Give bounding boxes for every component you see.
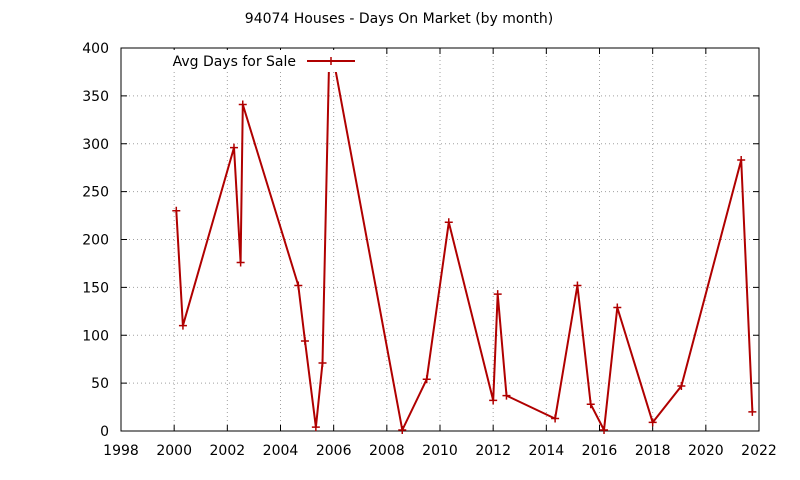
- y-axis-tick-labels: 0 50 100 150 200 250 300 350 400: [82, 41, 109, 440]
- y-tick-label: 0: [100, 424, 109, 440]
- data-point-marker: [398, 426, 407, 435]
- data-point-marker: [311, 423, 320, 432]
- axis-ticks: [120, 47, 760, 432]
- x-tick-label: 2014: [529, 443, 565, 459]
- data-point-marker: [737, 156, 746, 165]
- data-point-marker: [502, 391, 511, 400]
- plot-border: [120, 47, 760, 432]
- data-point-marker: [489, 396, 498, 405]
- x-axis-tick-labels: 1998 2000 2002 2004 2006 2008 2010 2012 2014 2016…: [103, 443, 777, 459]
- data-point-marker: [229, 143, 238, 152]
- y-tick-label: 300: [82, 137, 109, 153]
- x-tick-label: 2020: [688, 443, 724, 459]
- data-point-marker: [600, 426, 609, 435]
- data-point-marker: [573, 281, 582, 290]
- chart-title: 94074 Houses - Days On Market (by month): [245, 11, 553, 27]
- data-point-marker: [318, 359, 327, 368]
- data-point-marker: [178, 321, 187, 330]
- data-point-marker: [748, 407, 757, 416]
- legend-marker: [327, 57, 335, 65]
- legend-label: Avg Days for Sale: [173, 54, 296, 70]
- y-tick-label: 50: [91, 376, 109, 392]
- legend: Avg Days for Sale: [163, 50, 363, 72]
- data-point-marker: [172, 206, 181, 215]
- data-point-marker: [648, 418, 657, 427]
- data-point-marker: [677, 381, 686, 390]
- y-tick-label: 250: [82, 185, 109, 201]
- y-tick-label: 100: [82, 328, 109, 344]
- grid-lines: [121, 48, 759, 431]
- data-point-marker: [613, 303, 622, 312]
- data-point-marker: [551, 414, 560, 423]
- legend-background: [163, 50, 363, 72]
- data-point-marker: [238, 100, 247, 109]
- y-tick-label: 150: [82, 280, 109, 296]
- x-tick-label: 2002: [210, 443, 246, 459]
- x-tick-label: 2016: [582, 443, 618, 459]
- y-tick-label: 400: [82, 41, 109, 57]
- x-tick-label: 2000: [156, 443, 192, 459]
- x-tick-label: 2004: [263, 443, 299, 459]
- x-tick-label: 2012: [475, 443, 511, 459]
- x-tick-label: 2018: [635, 443, 671, 459]
- data-point-marker: [236, 258, 245, 267]
- series-avg-days-for-sale: [172, 56, 757, 435]
- data-point-marker: [444, 218, 453, 227]
- y-tick-label: 200: [82, 233, 109, 249]
- x-tick-label: 1998: [103, 443, 139, 459]
- series-line: [175, 59, 754, 431]
- y-tick-label: 350: [82, 89, 109, 105]
- data-point-marker: [300, 336, 309, 345]
- data-point-marker: [294, 281, 303, 290]
- x-tick-label: 2010: [422, 443, 458, 459]
- data-point-marker: [586, 400, 595, 409]
- data-point-marker: [493, 290, 502, 299]
- x-tick-label: 2006: [316, 443, 352, 459]
- data-point-marker: [422, 375, 431, 384]
- x-tick-label: 2008: [369, 443, 405, 459]
- x-tick-label: 2022: [741, 443, 777, 459]
